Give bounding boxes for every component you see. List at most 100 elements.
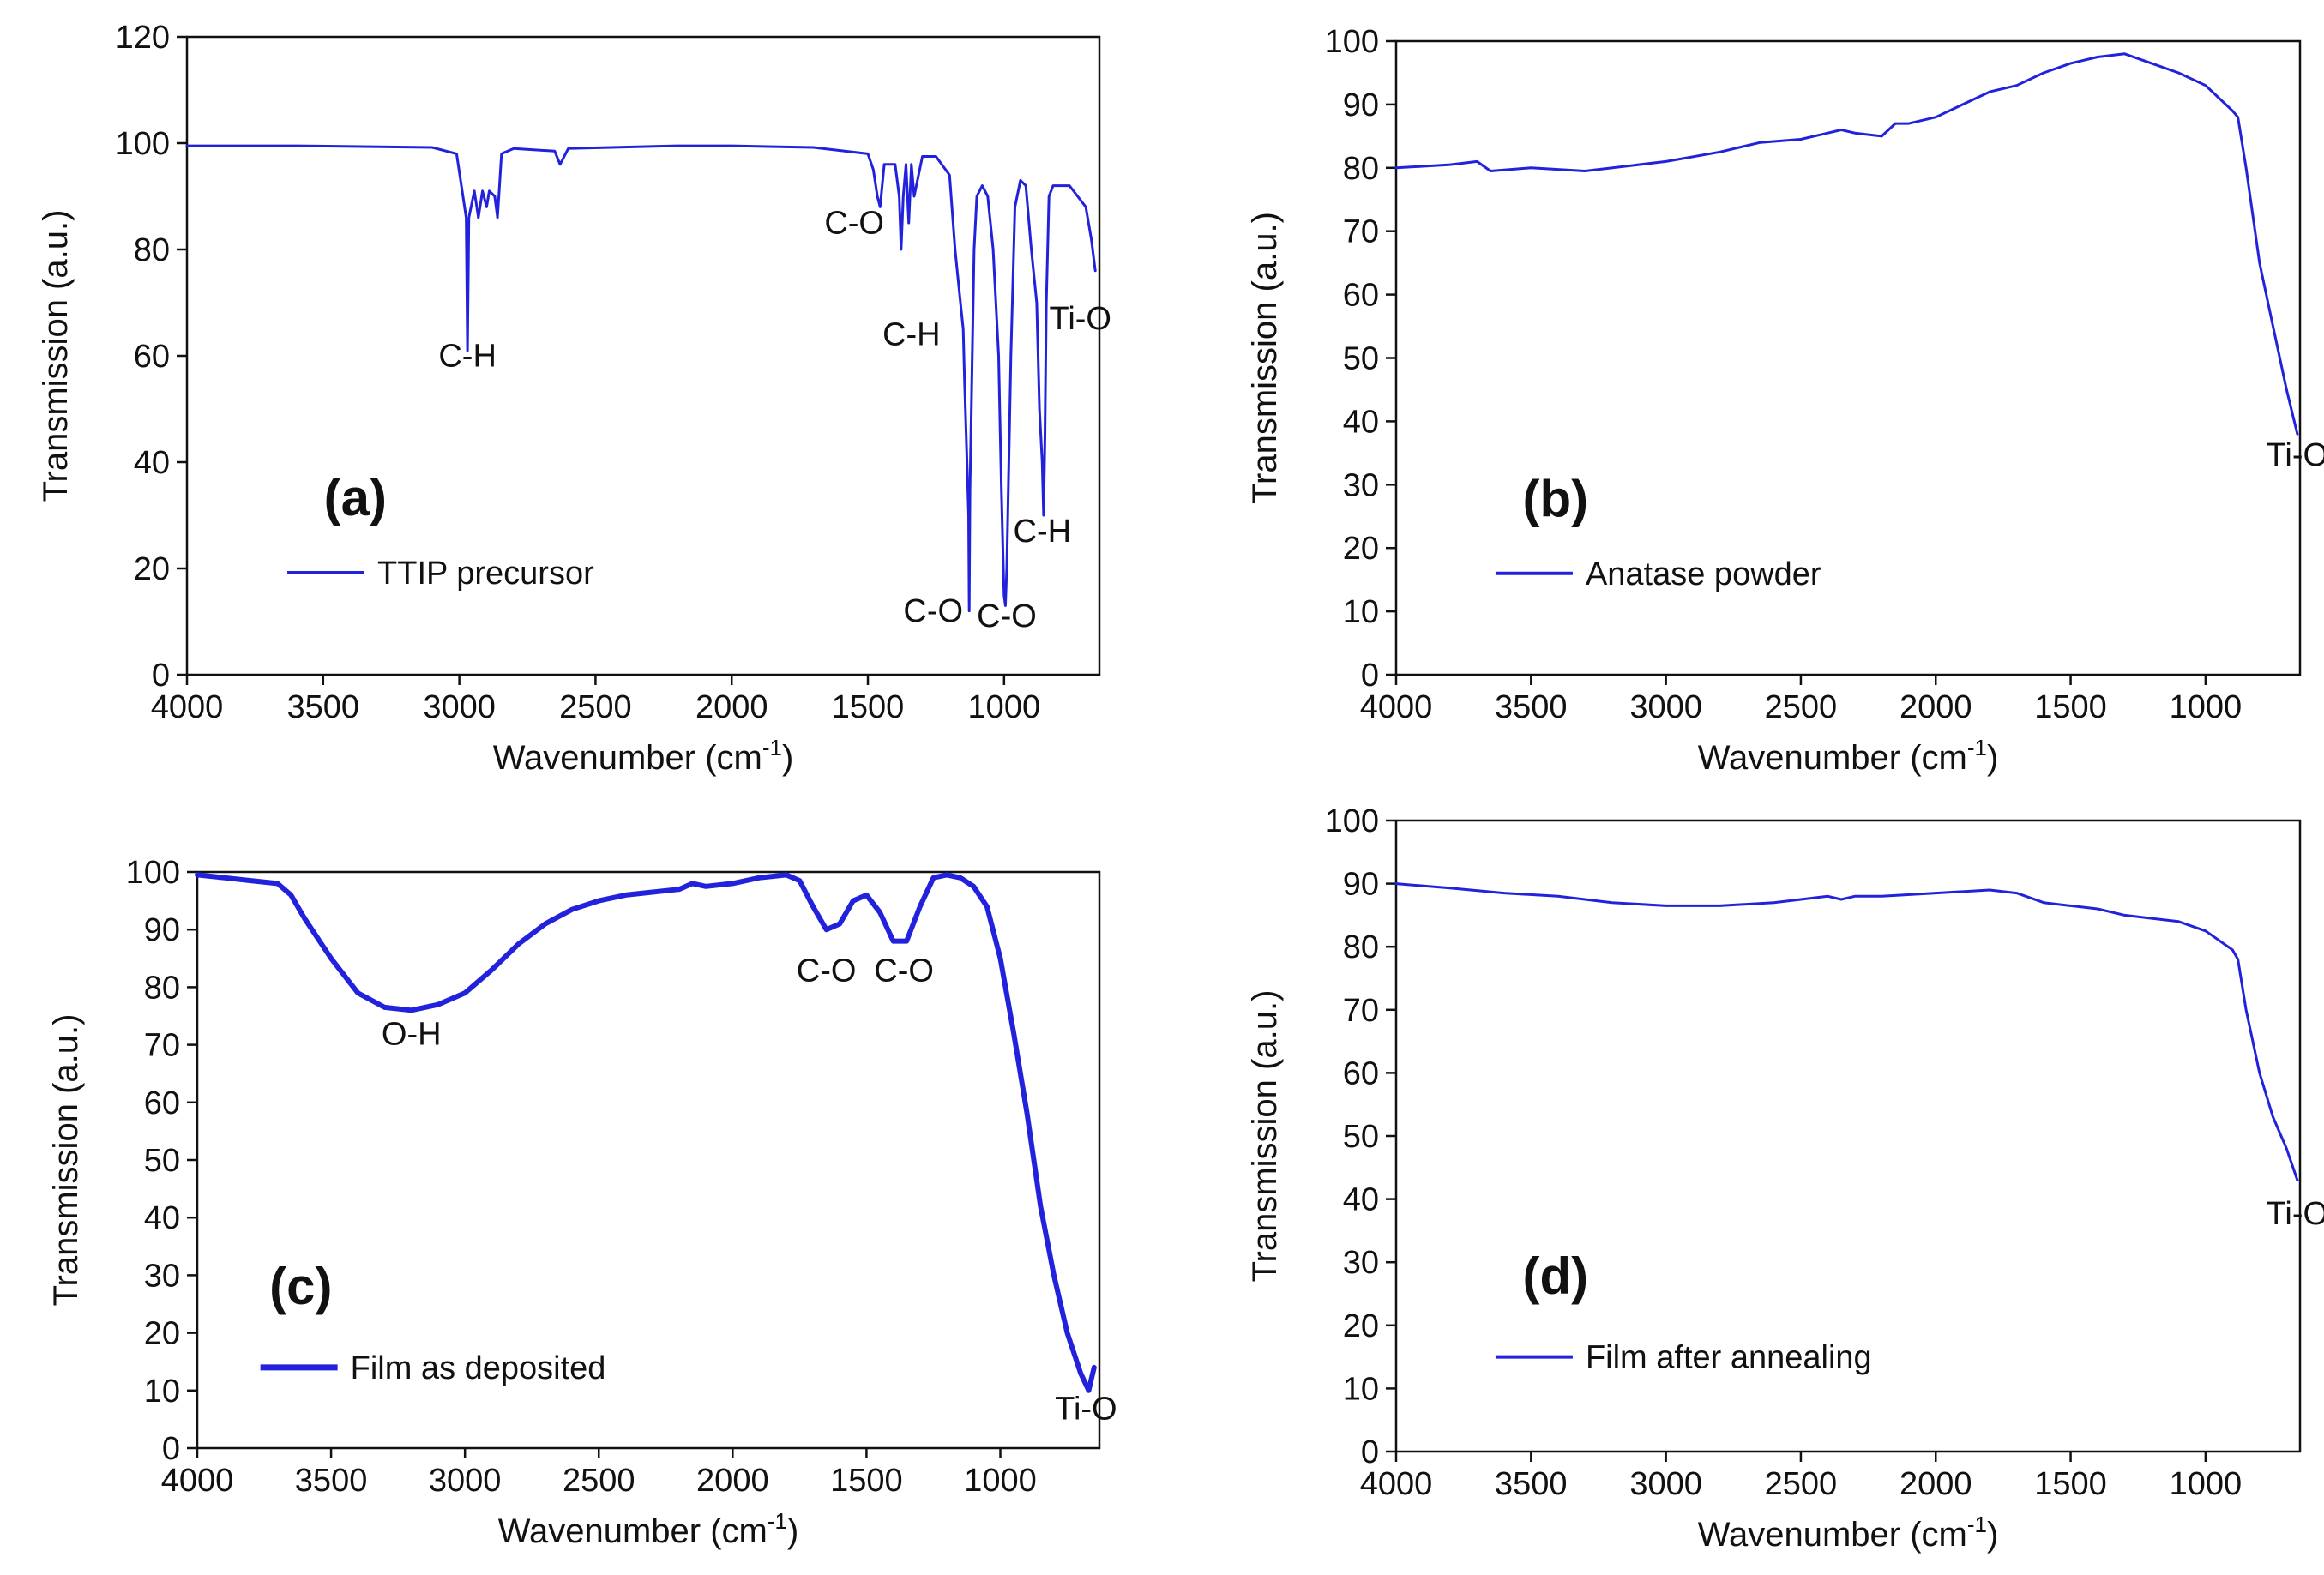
panel-c-y-tick-label: 90 bbox=[144, 912, 180, 948]
panel-d-series-line bbox=[1394, 882, 2299, 1181]
panel-a-peak-annotation: C-H bbox=[1014, 514, 1072, 550]
panel-b-peak-annotation: Ti-O bbox=[2267, 437, 2324, 473]
panel-a-x-axis-title: Wavenumber (cm-1) bbox=[493, 735, 794, 777]
panel-a-series-line bbox=[185, 144, 1097, 613]
panel-b: 4000 3500 3000 2500 2000 1500 1000 0 10 20 30 40 50 6… bbox=[1246, 24, 2324, 777]
panel-d-legend-label: Film after annealing bbox=[1586, 1340, 1872, 1376]
panel-a-peak-annotation: Ti-O bbox=[1050, 301, 1111, 337]
panel-d-y-tick-label: 80 bbox=[1343, 929, 1379, 965]
panel-c-y-tick-label: 50 bbox=[144, 1143, 180, 1179]
panel-a-x-tick-label: 2500 bbox=[559, 689, 632, 725]
panel-b-legend-label: Anatase powder bbox=[1586, 556, 1821, 592]
panel-a-label: (a) bbox=[324, 469, 387, 526]
panel-b-y-tick-label: 50 bbox=[1343, 341, 1379, 377]
panel-a-legend-label: TTIP precursor bbox=[377, 556, 594, 592]
panel-d-y-tick-label: 20 bbox=[1343, 1308, 1379, 1344]
panel-a-y-tick-label: 0 bbox=[152, 658, 170, 694]
panel-c-y-tick-label: 70 bbox=[144, 1028, 180, 1064]
panel-d-y-tick-label: 70 bbox=[1343, 993, 1379, 1029]
panel-a-y-tick-label: 60 bbox=[134, 339, 170, 375]
panel-d-label: (d) bbox=[1523, 1247, 1589, 1305]
panel-a: 4000 3500 3000 2500 2000 1500 1000 0 20 40 60 80 100… bbox=[37, 20, 1111, 777]
panel-b-y-tick-label: 40 bbox=[1343, 404, 1379, 440]
panel-b-x-tick-label: 2000 bbox=[1900, 689, 1972, 725]
panel-b-y-tick-label: 70 bbox=[1343, 214, 1379, 250]
panel-a-peak-annotation: C-H bbox=[882, 317, 941, 353]
panel-a-x-tick-label: 1000 bbox=[968, 689, 1041, 725]
panel-d-x-tick-label: 4000 bbox=[1360, 1466, 1433, 1502]
panel-a-y-tick-label: 100 bbox=[116, 126, 170, 162]
panel-d-y-axis-title: Transmission (a.u.) bbox=[1246, 990, 1284, 1283]
panel-c-y-tick-label: 30 bbox=[144, 1258, 180, 1294]
panel-c-x-axis-title: Wavenumber (cm-1) bbox=[498, 1508, 799, 1550]
panel-a-peak-annotation: C-O bbox=[903, 593, 963, 629]
panel-b-x-tick-label: 3500 bbox=[1495, 689, 1568, 725]
panel-b-y-tick-label: 90 bbox=[1343, 87, 1379, 123]
panel-b-y-tick-label: 60 bbox=[1343, 278, 1379, 314]
panel-c-legend-label: Film as deposited bbox=[351, 1350, 606, 1386]
panel-a-y-tick-label: 80 bbox=[134, 232, 170, 268]
panel-d-x-axis-title: Wavenumber (cm-1) bbox=[1698, 1512, 1999, 1554]
panel-b-series-line bbox=[1394, 52, 2299, 436]
panel-b-y-axis-title: Transmission (a.u.) bbox=[1246, 212, 1284, 504]
panel-b-x-axis-title: Wavenumber (cm-1) bbox=[1698, 735, 1999, 777]
panel-c-x-tick-label: 2000 bbox=[696, 1463, 769, 1499]
panel-b-y-tick-label: 0 bbox=[1361, 658, 1379, 694]
panel-c-series-line bbox=[195, 872, 1097, 1393]
panel-d-x-tick-label: 1000 bbox=[2170, 1466, 2243, 1502]
panel-a-x-tick-label: 2000 bbox=[695, 689, 768, 725]
panel-c-x-tick-label: 1000 bbox=[964, 1463, 1037, 1499]
panel-c-y-tick-label: 0 bbox=[162, 1431, 180, 1467]
panel-b-x-tick-label: 3000 bbox=[1629, 689, 1702, 725]
panel-a-peak-annotation: C-O bbox=[977, 598, 1037, 634]
panel-d-y-tick-label: 0 bbox=[1361, 1434, 1379, 1470]
panel-d-x-tick-label: 3000 bbox=[1629, 1466, 1702, 1502]
panel-c-x-tick-label: 4000 bbox=[161, 1463, 234, 1499]
panel-a-y-tick-label: 20 bbox=[134, 551, 170, 587]
panel-b-y-tick-label: 20 bbox=[1343, 531, 1379, 567]
panel-b-y-tick-label: 80 bbox=[1343, 151, 1379, 187]
panel-b-plot-frame bbox=[1394, 39, 2302, 676]
panel-a-peak-annotation: C-H bbox=[438, 338, 497, 374]
panel-b-x-tick-label: 4000 bbox=[1360, 689, 1433, 725]
panel-b-y-tick-label: 100 bbox=[1325, 24, 1379, 60]
panel-c-y-tick-label: 40 bbox=[144, 1200, 180, 1236]
panel-a-plot-frame bbox=[185, 35, 1101, 676]
panel-b-x-tick-label: 1000 bbox=[2170, 689, 2243, 725]
panel-d-x-tick-label: 2000 bbox=[1900, 1466, 1972, 1502]
panel-c-x-tick-label: 3500 bbox=[295, 1463, 368, 1499]
panel-d-y-tick-label: 60 bbox=[1343, 1055, 1379, 1091]
panel-a-x-tick-label: 3000 bbox=[423, 689, 496, 725]
panel-d-peak-annotation: Ti-O bbox=[2267, 1196, 2324, 1232]
panel-b-label: (b) bbox=[1523, 470, 1589, 527]
panel-d-y-tick-label: 40 bbox=[1343, 1182, 1379, 1218]
panel-c-x-tick-label: 1500 bbox=[830, 1463, 903, 1499]
panel-c-label: (c) bbox=[269, 1258, 332, 1315]
panel-b-x-tick-label: 1500 bbox=[2034, 689, 2107, 725]
panel-a-y-tick-label: 40 bbox=[134, 445, 170, 481]
panel-a-x-tick-label: 4000 bbox=[151, 689, 224, 725]
panel-d-y-tick-label: 50 bbox=[1343, 1119, 1379, 1155]
panel-c-y-tick-label: 80 bbox=[144, 970, 180, 1006]
panel-c-x-tick-label: 2500 bbox=[563, 1463, 635, 1499]
panel-d-y-tick-label: 10 bbox=[1343, 1371, 1379, 1407]
panel-a-x-tick-label: 1500 bbox=[832, 689, 905, 725]
panel-d: 4000 3500 3000 2500 2000 1500 1000 0 10 20 30 40 50 6… bbox=[1246, 803, 2324, 1554]
panel-d-x-tick-label: 3500 bbox=[1495, 1466, 1568, 1502]
panel-d-y-tick-label: 90 bbox=[1343, 867, 1379, 903]
panel-a-y-axis-title: Transmission (a.u.) bbox=[37, 210, 75, 502]
panel-c-peak-annotation: C-O bbox=[797, 953, 857, 989]
panel-c-y-tick-label: 10 bbox=[144, 1374, 180, 1410]
panel-c-y-axis-title: Transmission (a.u.) bbox=[47, 1014, 85, 1307]
panel-b-y-tick-label: 10 bbox=[1343, 594, 1379, 630]
panel-a-peak-annotation: C-O bbox=[824, 205, 884, 241]
panel-c-peak-annotation: Ti-O bbox=[1055, 1391, 1117, 1427]
panel-c-x-tick-label: 3000 bbox=[429, 1463, 502, 1499]
panel-c-y-tick-label: 100 bbox=[126, 855, 180, 891]
panel-c-peak-annotation: O-H bbox=[382, 1017, 442, 1053]
panel-b-x-tick-label: 2500 bbox=[1765, 689, 1838, 725]
panel-d-y-tick-label: 30 bbox=[1343, 1245, 1379, 1281]
panel-d-x-tick-label: 1500 bbox=[2034, 1466, 2107, 1502]
panel-c-y-tick-label: 60 bbox=[144, 1085, 180, 1121]
